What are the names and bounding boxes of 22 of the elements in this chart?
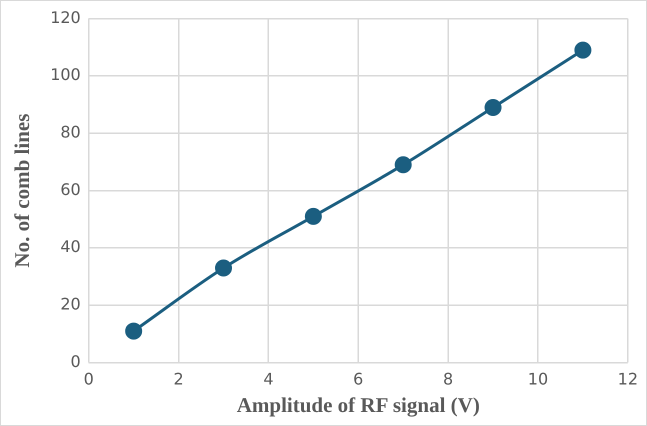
point: [125, 322, 142, 340]
y-tick-label: 20: [60, 294, 81, 314]
point: [394, 156, 412, 174]
x-tick-label: 2: [173, 369, 184, 388]
x-tick-label: 0: [84, 369, 94, 388]
y-tick-label: 40: [60, 237, 81, 256]
x-tick-label: 10: [528, 369, 548, 388]
point: [484, 98, 502, 116]
point: [574, 42, 592, 59]
y-tick-label: 120: [50, 8, 81, 27]
point: [215, 260, 232, 276]
x-axis-title: Amplitude of RF signal (V): [236, 392, 480, 417]
point: [304, 208, 322, 225]
y-tick-label: 100: [50, 65, 81, 84]
y-tick-label: 0: [70, 352, 81, 371]
x-tick-label: 4: [263, 369, 274, 388]
x-tick-label: 6: [353, 369, 364, 388]
x-tick-label: 12: [618, 369, 638, 388]
y-tick-label: 60: [60, 180, 81, 199]
y-axis-title: No. of comb lines: [10, 114, 34, 268]
x-tick-label: 8: [443, 369, 454, 388]
y-tick-label: 80: [60, 122, 81, 142]
